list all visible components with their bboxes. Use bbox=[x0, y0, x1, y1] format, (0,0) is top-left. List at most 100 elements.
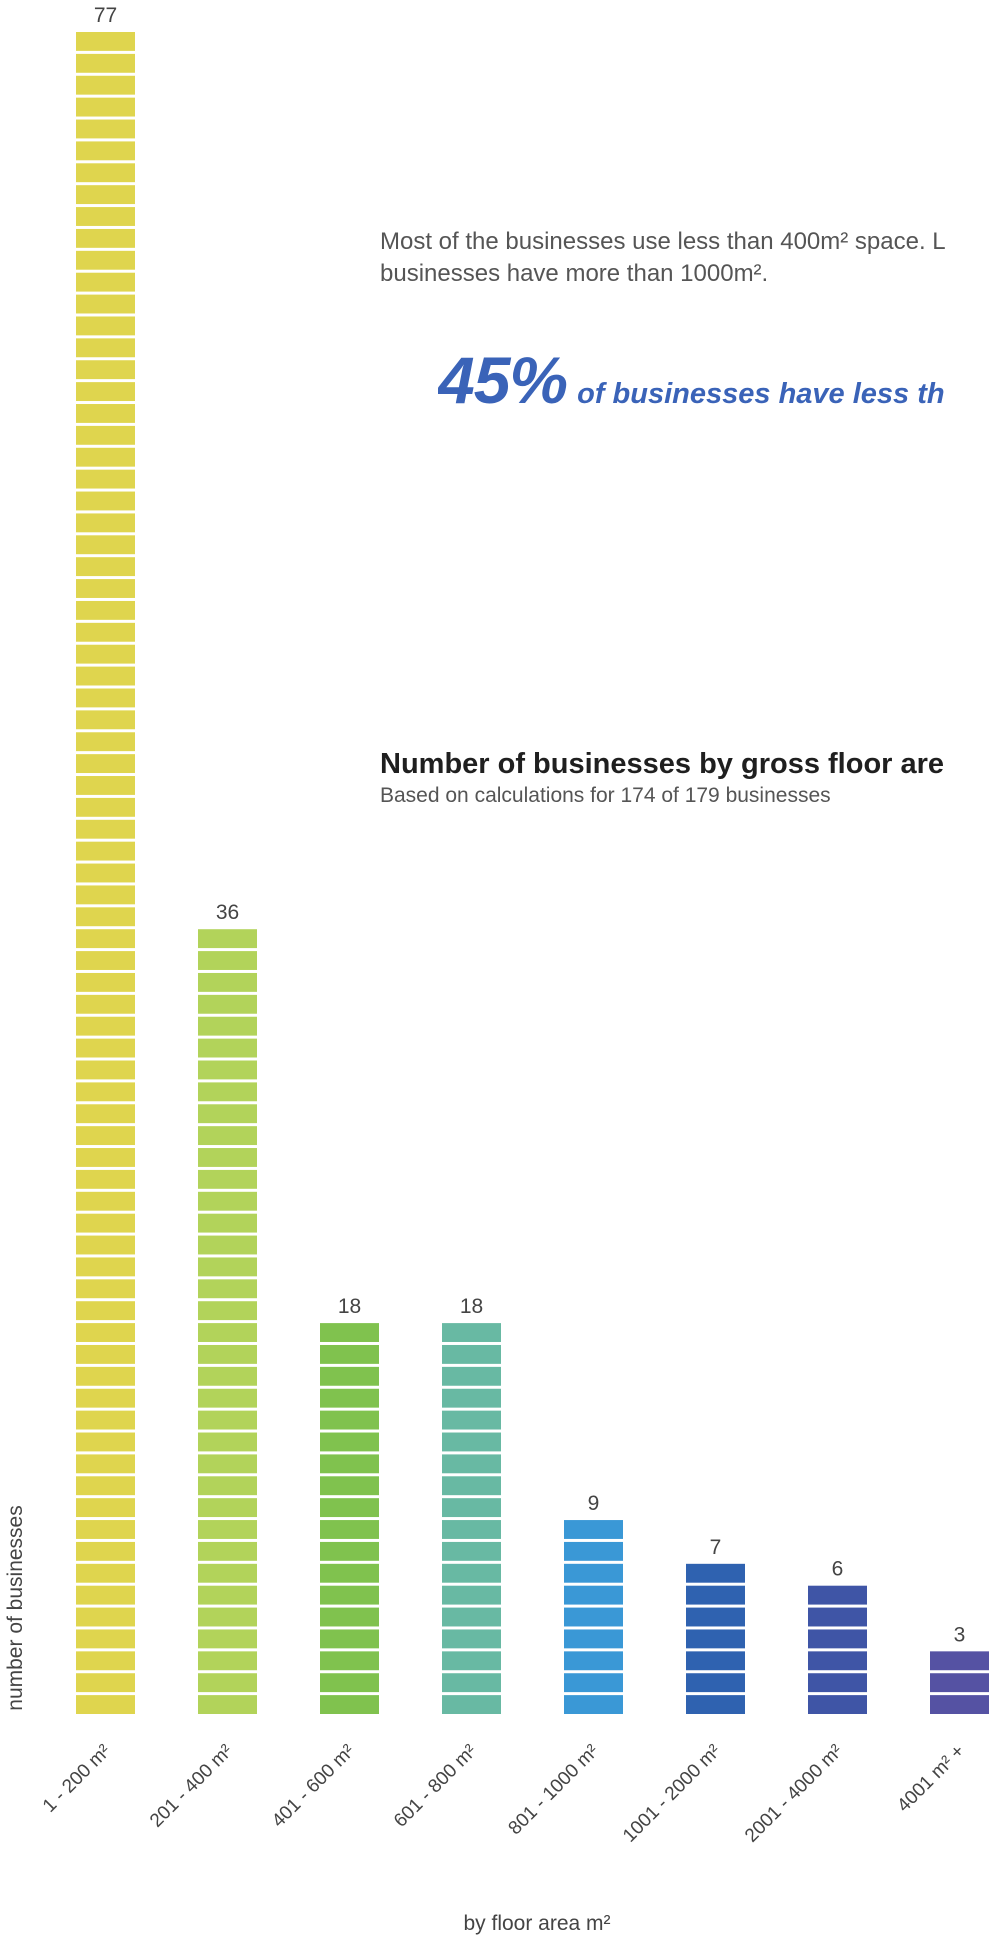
bar-segment bbox=[686, 1629, 745, 1649]
bar-segment bbox=[442, 1476, 501, 1496]
bar-segment bbox=[76, 119, 135, 139]
bar-segment bbox=[76, 907, 135, 927]
bar-segment bbox=[320, 1629, 379, 1649]
bar-segment bbox=[198, 1323, 257, 1342]
bar-segment bbox=[442, 1541, 501, 1561]
bar-segment bbox=[76, 1301, 135, 1321]
bar-segment bbox=[442, 1629, 501, 1649]
bar-segment bbox=[76, 1476, 135, 1496]
bar-segment bbox=[198, 1498, 257, 1518]
bar-segment bbox=[198, 1695, 257, 1714]
bar-segment bbox=[76, 1344, 135, 1364]
bar-segment bbox=[442, 1607, 501, 1627]
bar-segment bbox=[442, 1344, 501, 1364]
tick-label: 401 - 600 m² bbox=[268, 1741, 359, 1832]
bar-segment bbox=[198, 1301, 257, 1321]
bar-segment bbox=[320, 1410, 379, 1430]
bar-segment bbox=[320, 1432, 379, 1452]
bar-segment bbox=[76, 841, 135, 861]
bar-segment bbox=[442, 1563, 501, 1583]
bar-segment bbox=[76, 491, 135, 511]
bar-segment bbox=[808, 1607, 867, 1627]
bar-segment bbox=[76, 688, 135, 708]
bar-segment bbox=[198, 1235, 257, 1255]
bar-segment bbox=[198, 1454, 257, 1474]
bar-segment bbox=[76, 1607, 135, 1627]
bar bbox=[198, 929, 257, 1714]
bar-segment bbox=[76, 557, 135, 577]
bar-segment bbox=[564, 1541, 623, 1561]
bar-segment bbox=[320, 1673, 379, 1693]
bar-segment bbox=[76, 228, 135, 248]
bar-segment bbox=[76, 141, 135, 161]
bar-segment bbox=[76, 951, 135, 970]
bar-segment bbox=[198, 1432, 257, 1452]
bar-segment bbox=[320, 1344, 379, 1364]
tick-label: 2001 - 4000 m² bbox=[741, 1741, 847, 1847]
tick-labels-group: 1 - 200 m² 201 - 400 m² 401 - 600 m² 601 - … bbox=[39, 1741, 969, 1847]
value-label: 3 bbox=[954, 1623, 966, 1646]
bar-segment bbox=[76, 250, 135, 270]
highlight-stat: 45% of businesses have less th bbox=[438, 342, 990, 422]
bar-segment bbox=[76, 382, 135, 402]
bar-segment bbox=[808, 1673, 867, 1693]
bar-segment bbox=[198, 1016, 257, 1036]
bar-segment bbox=[76, 294, 135, 314]
bar-segment bbox=[198, 1651, 257, 1671]
bar-segment bbox=[442, 1366, 501, 1386]
bar-segment bbox=[320, 1695, 379, 1714]
bar-segment bbox=[198, 1082, 257, 1102]
bar-segment bbox=[76, 754, 135, 774]
bar-segment bbox=[76, 885, 135, 905]
value-label: 6 bbox=[832, 1558, 844, 1581]
bar-segment bbox=[76, 797, 135, 817]
bar-segment bbox=[442, 1432, 501, 1452]
bar-segment bbox=[198, 951, 257, 970]
bar-segment bbox=[198, 972, 257, 992]
bar-segment bbox=[76, 819, 135, 839]
bar-segment bbox=[198, 1169, 257, 1189]
bar-segment bbox=[76, 1016, 135, 1036]
bar-segment bbox=[76, 360, 135, 380]
bar-segment bbox=[76, 316, 135, 336]
bar bbox=[76, 32, 135, 1714]
bar-segment bbox=[76, 1235, 135, 1255]
bar-segment bbox=[76, 513, 135, 533]
bar-segment bbox=[442, 1323, 501, 1342]
x-axis-label: by floor area m² bbox=[463, 1912, 610, 1935]
value-label: 18 bbox=[338, 1295, 361, 1318]
bar-segment bbox=[198, 1585, 257, 1605]
tick-label: 601 - 800 m² bbox=[390, 1741, 481, 1832]
bar-segment bbox=[76, 1541, 135, 1561]
bar-segment bbox=[320, 1563, 379, 1583]
bar-segment bbox=[320, 1498, 379, 1518]
bar-segment bbox=[198, 1060, 257, 1080]
bar bbox=[442, 1323, 501, 1714]
bar-segment bbox=[76, 1213, 135, 1233]
bar-segment bbox=[198, 1607, 257, 1627]
bar-segment bbox=[76, 1126, 135, 1146]
bar-segment bbox=[442, 1585, 501, 1605]
bar-segment bbox=[686, 1607, 745, 1627]
bar-segment bbox=[76, 1060, 135, 1080]
bar-segment bbox=[564, 1607, 623, 1627]
bar-segment bbox=[320, 1520, 379, 1539]
bar-segment bbox=[76, 972, 135, 992]
bar-segment bbox=[76, 1257, 135, 1277]
bar-segment bbox=[76, 185, 135, 205]
bar-segment bbox=[442, 1673, 501, 1693]
bar-segment bbox=[808, 1585, 867, 1605]
bar-segment bbox=[76, 1520, 135, 1539]
bar-segment bbox=[76, 469, 135, 489]
bar-segment bbox=[320, 1323, 379, 1342]
bar-segment bbox=[198, 994, 257, 1014]
bar-segment bbox=[442, 1388, 501, 1408]
bar-segment bbox=[320, 1585, 379, 1605]
bar-segment bbox=[198, 1388, 257, 1408]
bar-segment bbox=[198, 1104, 257, 1124]
bar-segment bbox=[76, 776, 135, 795]
bar-segment bbox=[76, 53, 135, 73]
bar-segment bbox=[76, 1366, 135, 1386]
bar-segment bbox=[320, 1607, 379, 1627]
bar-segment bbox=[442, 1520, 501, 1539]
